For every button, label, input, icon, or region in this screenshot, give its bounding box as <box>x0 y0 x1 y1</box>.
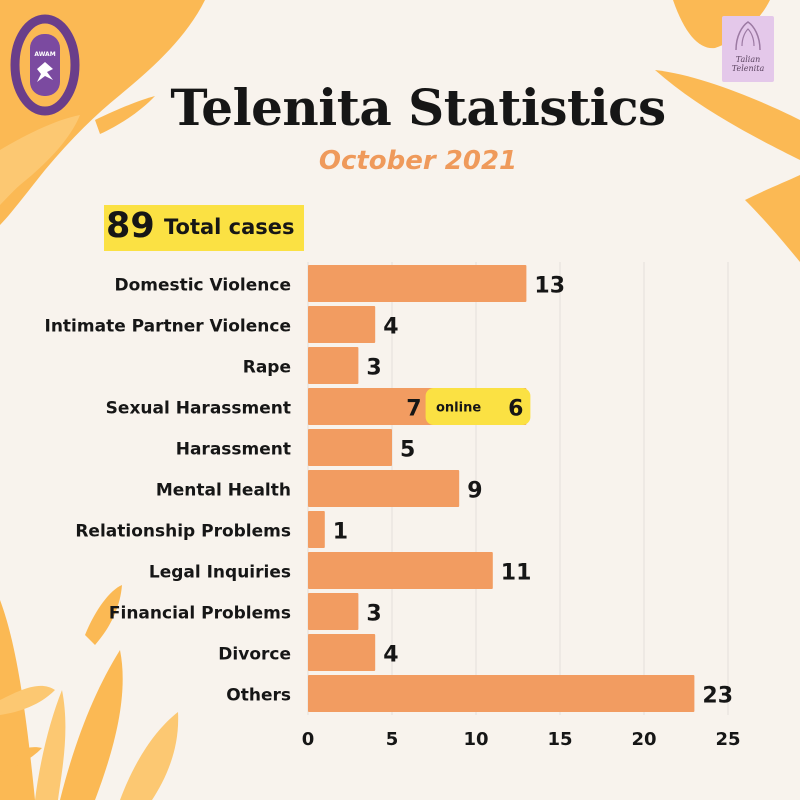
category-label: Sexual Harassment <box>106 399 291 419</box>
bar-segment-online <box>425 388 531 425</box>
bar <box>308 347 359 384</box>
segment-value-label: 6 <box>508 397 523 422</box>
x-tick-label: 10 <box>463 729 488 750</box>
bar <box>308 593 359 630</box>
category-label: Mental Health <box>156 481 291 501</box>
bar <box>308 634 376 671</box>
category-label: Harassment <box>176 440 291 460</box>
bar <box>308 429 392 466</box>
bar-value-label: 4 <box>383 643 398 668</box>
x-tick-label: 0 <box>302 729 315 750</box>
total-cases-label: Total cases <box>164 215 295 239</box>
category-label: Others <box>226 686 291 706</box>
bar <box>308 511 325 548</box>
bar-value-label: 13 <box>534 274 565 299</box>
telenita-logo <box>722 16 774 82</box>
x-tick-label: 25 <box>715 729 740 750</box>
category-label: Relationship Problems <box>75 522 291 542</box>
category-label: Legal Inquiries <box>149 563 291 583</box>
bar-value-label: 7 <box>406 397 421 422</box>
bar <box>308 675 695 712</box>
category-label: Domestic Violence <box>114 276 291 296</box>
category-label: Divorce <box>218 645 291 665</box>
total-cases-number: 89 <box>106 206 155 246</box>
bar-value-label: 1 <box>333 520 348 545</box>
bar <box>308 306 376 343</box>
bar <box>308 552 493 589</box>
total-cases-highlight <box>104 205 304 251</box>
bar-value-label: 3 <box>366 356 381 381</box>
category-label: Rape <box>243 358 291 378</box>
category-label: Financial Problems <box>109 604 291 624</box>
x-tick-label: 5 <box>386 729 399 750</box>
bar-value-label: 23 <box>702 684 733 709</box>
page-subtitle: October 2021 <box>318 146 518 176</box>
bar-value-label: 4 <box>383 315 398 340</box>
page-title: Telenita Statistics <box>170 78 666 137</box>
bar <box>308 470 460 507</box>
segment-label: online <box>436 401 481 416</box>
category-label: Intimate Partner Violence <box>45 317 292 337</box>
telenita-logo-text: Talian Telenita <box>731 55 765 73</box>
awam-logo-text: AWAM <box>34 51 55 58</box>
x-tick-label: 20 <box>631 729 656 750</box>
bar <box>308 265 527 302</box>
bar-value-label: 3 <box>366 602 381 627</box>
bar-value-label: 5 <box>400 438 415 463</box>
x-tick-label: 15 <box>547 729 572 750</box>
bar-value-label: 9 <box>467 479 482 504</box>
bar-value-label: 11 <box>501 561 532 586</box>
awam-logo: AWAM <box>10 14 80 116</box>
